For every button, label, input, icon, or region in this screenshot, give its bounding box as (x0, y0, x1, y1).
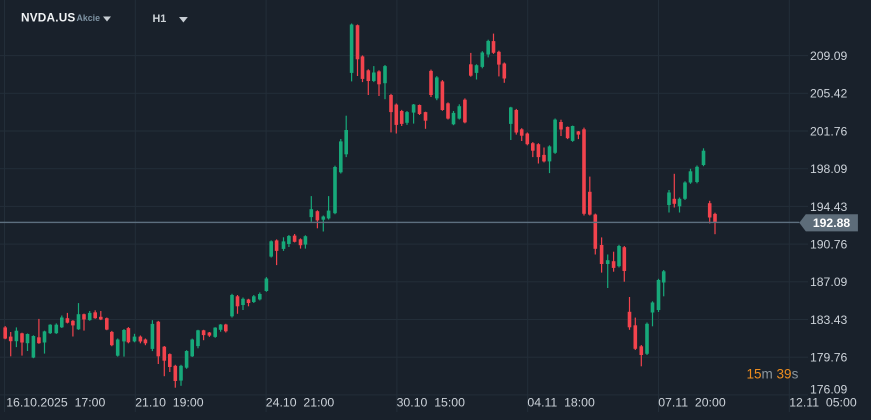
svg-text:30.10 15:00: 30.10 15:00 (397, 395, 466, 409)
svg-text:194.43: 194.43 (810, 200, 847, 214)
svg-text:201.76: 201.76 (810, 124, 847, 138)
svg-text:24.10 21:00: 24.10 21:00 (266, 395, 335, 409)
svg-text:187.09: 187.09 (810, 275, 847, 289)
svg-text:205.42: 205.42 (810, 87, 847, 101)
svg-text:07.11 20:00: 07.11 20:00 (658, 395, 726, 409)
svg-text:209.09: 209.09 (810, 49, 847, 63)
svg-text:176.09: 176.09 (810, 383, 847, 397)
svg-text:179.76: 179.76 (810, 351, 847, 365)
svg-text:190.76: 190.76 (810, 238, 847, 252)
svg-text:21.10 19:00: 21.10 19:00 (135, 395, 204, 409)
svg-text:H1: H1 (153, 13, 167, 25)
svg-text:183.43: 183.43 (810, 313, 847, 327)
svg-text:12.11 05:00: 12.11 05:00 (789, 395, 857, 409)
svg-text:Akcie: Akcie (77, 13, 101, 23)
svg-text:15m 39s: 15m 39s (747, 367, 799, 382)
svg-text:16.10.2025 17:00: 16.10.2025 17:00 (6, 395, 105, 409)
svg-text:NVDA.US: NVDA.US (21, 11, 76, 25)
svg-text:192.88: 192.88 (813, 216, 850, 230)
svg-text:04.11 18:00: 04.11 18:00 (527, 395, 595, 409)
svg-text:198.09: 198.09 (810, 162, 847, 176)
